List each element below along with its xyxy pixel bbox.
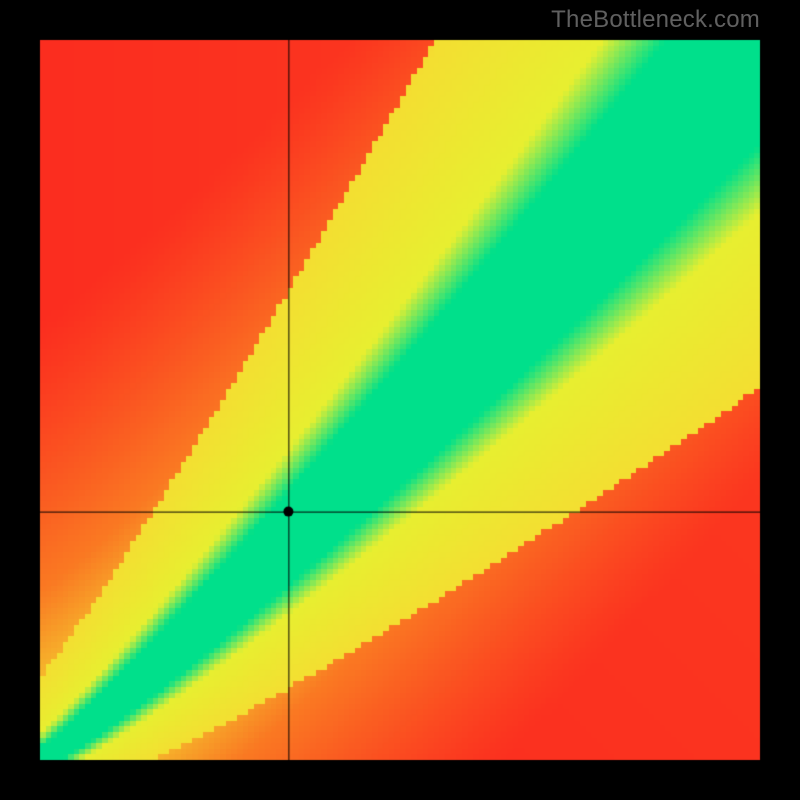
bottleneck-heatmap <box>0 0 800 800</box>
watermark-text: TheBottleneck.com <box>551 6 760 34</box>
